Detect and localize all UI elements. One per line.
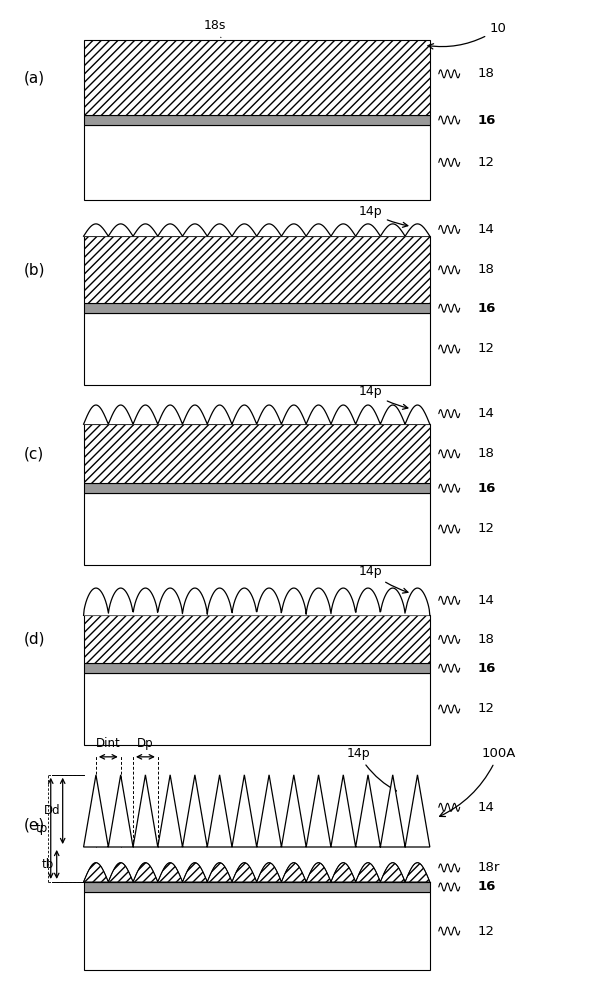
Text: 18r: 18r — [478, 861, 500, 874]
Text: Dp: Dp — [137, 737, 153, 750]
Polygon shape — [84, 588, 430, 615]
Text: 16: 16 — [478, 113, 496, 126]
Polygon shape — [84, 405, 430, 424]
Text: (e): (e) — [24, 818, 45, 833]
Text: 14p: 14p — [358, 385, 408, 409]
Text: 14: 14 — [478, 594, 494, 607]
Text: 14: 14 — [478, 801, 494, 814]
Bar — [84, 125, 430, 200]
Text: Dd: Dd — [44, 804, 60, 817]
Bar — [84, 663, 430, 673]
Bar — [84, 673, 430, 745]
Text: 12: 12 — [478, 522, 494, 536]
Text: tb: tb — [42, 858, 54, 871]
Text: Dint: Dint — [96, 737, 121, 750]
Text: (d): (d) — [24, 632, 45, 647]
Text: 14p: 14p — [358, 565, 408, 593]
Polygon shape — [84, 775, 430, 847]
Polygon shape — [84, 863, 430, 882]
Bar — [84, 882, 430, 892]
Bar — [84, 313, 430, 385]
Text: (b): (b) — [24, 262, 45, 277]
Text: 18: 18 — [478, 633, 494, 646]
Text: 16: 16 — [478, 302, 496, 315]
Text: 18s: 18s — [204, 19, 226, 37]
Bar — [84, 892, 430, 970]
Text: (c): (c) — [24, 446, 44, 461]
Text: 16: 16 — [478, 880, 496, 893]
Text: 100A: 100A — [439, 747, 516, 817]
Text: 16: 16 — [478, 662, 496, 675]
Text: 14p: 14p — [358, 205, 408, 227]
Bar — [84, 115, 430, 125]
Bar — [84, 424, 430, 483]
Text: 16: 16 — [478, 482, 496, 495]
Text: 12: 12 — [478, 925, 494, 938]
Polygon shape — [84, 224, 430, 236]
Bar — [84, 303, 430, 313]
Bar — [84, 493, 430, 565]
Text: 14p: 14p — [346, 747, 396, 791]
Bar — [84, 615, 430, 663]
Text: 10: 10 — [428, 22, 507, 49]
Text: 18: 18 — [478, 447, 494, 460]
Text: 18: 18 — [478, 263, 494, 276]
Text: 14: 14 — [478, 223, 494, 236]
Text: 14: 14 — [478, 407, 494, 420]
Bar — [84, 236, 430, 303]
Text: (a): (a) — [24, 70, 45, 85]
Bar — [84, 40, 430, 115]
Text: 12: 12 — [478, 156, 494, 169]
Text: 12: 12 — [478, 342, 494, 356]
Text: tp: tp — [35, 822, 48, 835]
Text: 18: 18 — [478, 67, 494, 80]
Bar — [84, 483, 430, 493]
Text: 12: 12 — [478, 702, 494, 716]
